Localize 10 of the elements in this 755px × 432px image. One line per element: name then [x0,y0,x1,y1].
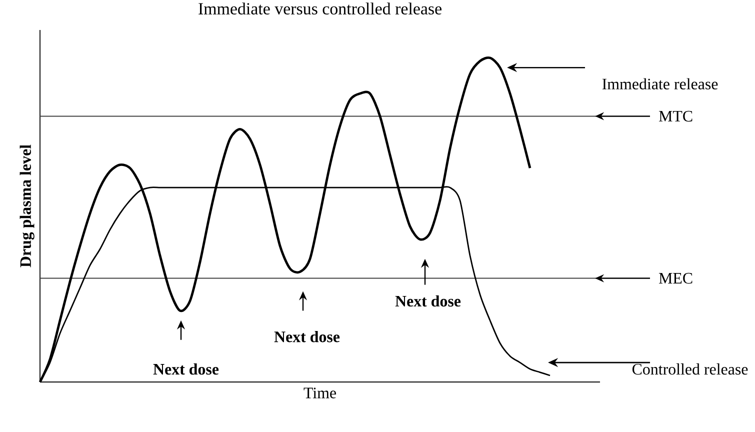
y-axis-title: Drug plasma level [20,144,34,268]
ref-line-label: MEC [658,272,692,284]
text: Controlled release [632,363,748,375]
annotation: Next dose [274,331,340,342]
annotation: Next dose [395,295,461,307]
chart-title: Immediate versus controlled release [198,2,442,15]
x-axis-title: Time [304,388,336,398]
text: Immediate release [602,78,718,90]
annotation: Next dose [153,363,219,375]
ref-line-label: MTC [658,110,692,122]
